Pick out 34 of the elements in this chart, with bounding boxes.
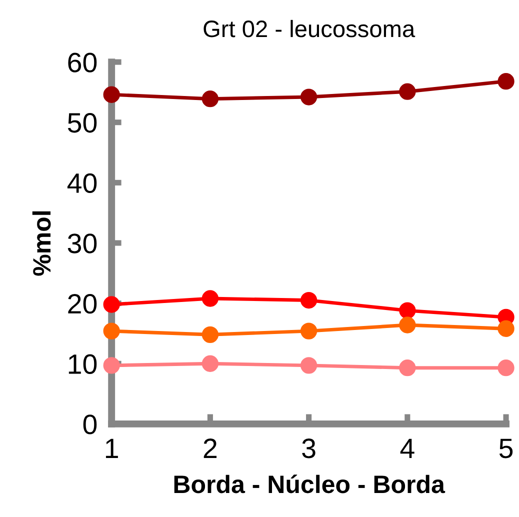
y-tick-label: 60 — [68, 52, 97, 72]
point — [300, 357, 318, 374]
x-tick-label: 4 — [400, 438, 414, 458]
y-tick-label: 40 — [67, 173, 97, 194]
y-tick-label: 50 — [68, 113, 97, 133]
point — [300, 88, 318, 106]
x-axis-title: Borda - Núcleo - Borda — [174, 474, 446, 494]
x-tick-label: 1 — [106, 438, 118, 458]
y-axis-title: %mol — [32, 211, 51, 276]
point — [103, 322, 120, 340]
point — [498, 360, 514, 376]
x-tick-label: 5 — [499, 438, 513, 458]
point — [103, 357, 120, 374]
point — [202, 90, 219, 108]
point — [399, 302, 416, 319]
y-tick-label: 0 — [83, 414, 97, 434]
point — [498, 73, 514, 90]
y-tick-label: 30 — [68, 234, 97, 254]
x-tick-label: 2 — [204, 438, 217, 458]
chart-title: Grt 02 - leucossoma — [204, 20, 416, 38]
point — [103, 86, 120, 103]
point — [498, 320, 514, 337]
point — [399, 83, 416, 100]
point — [300, 322, 318, 340]
x-tick-label: 3 — [302, 438, 316, 458]
point — [103, 296, 120, 313]
point — [202, 290, 219, 307]
y-tick-label: 10 — [68, 354, 97, 374]
point — [202, 355, 219, 372]
y-tick-label: 20 — [68, 294, 97, 314]
point — [399, 316, 416, 334]
point — [202, 326, 219, 344]
point — [300, 292, 318, 309]
point — [399, 360, 416, 376]
